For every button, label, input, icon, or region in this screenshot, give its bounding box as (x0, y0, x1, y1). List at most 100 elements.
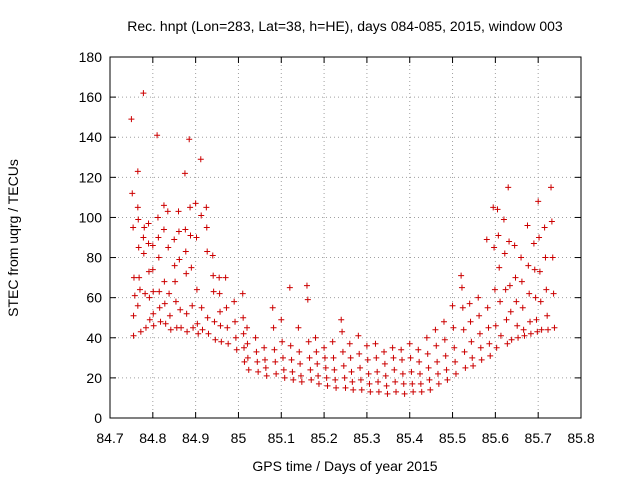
data-point (136, 274, 143, 281)
plot-border (109, 56, 582, 419)
data-point (212, 336, 219, 343)
data-point (314, 360, 321, 367)
x-tick-label: 84.9 (182, 430, 209, 446)
data-point (154, 132, 161, 139)
data-point (416, 358, 423, 365)
data-point (312, 334, 319, 341)
data-point (160, 226, 167, 233)
data-point (272, 358, 279, 365)
data-point (172, 278, 179, 285)
data-point (193, 286, 200, 293)
data-point (476, 330, 483, 337)
data-point (218, 338, 225, 345)
data-point (203, 224, 210, 231)
data-point (142, 324, 149, 331)
data-point (357, 364, 364, 371)
data-point (444, 376, 451, 383)
x-tick-label: 85.1 (268, 430, 295, 446)
data-point (358, 386, 365, 393)
data-point (536, 268, 543, 275)
data-point (497, 332, 504, 339)
data-point (381, 348, 388, 355)
data-point (176, 256, 183, 263)
chart-title: Rec. hnpt (Lon=283, Lat=38, h=HE), days … (127, 18, 563, 34)
data-point (140, 250, 147, 257)
data-point (149, 266, 156, 273)
data-point (286, 284, 293, 291)
data-point (224, 324, 231, 331)
data-point (166, 290, 173, 297)
data-point (146, 316, 153, 323)
x-tick-label: 84.7 (96, 430, 123, 446)
data-point (306, 354, 313, 361)
x-tick-label: 85.4 (396, 430, 423, 446)
data-point (281, 374, 288, 381)
data-point (538, 326, 545, 333)
data-point (415, 346, 422, 353)
data-point (135, 216, 142, 223)
data-point (210, 272, 217, 279)
data-point (511, 242, 518, 249)
x-tick-label: 85.3 (353, 430, 380, 446)
data-point (134, 168, 141, 175)
data-point (492, 322, 499, 329)
data-point (161, 300, 168, 307)
data-point (458, 272, 465, 279)
data-point (297, 360, 304, 367)
data-point (134, 204, 141, 211)
y-tick-label: 160 (79, 89, 103, 105)
data-point (505, 184, 512, 191)
data-point (211, 318, 218, 325)
y-tick-label: 40 (86, 330, 102, 346)
y-tick-label: 80 (86, 250, 102, 266)
data-point (323, 374, 330, 381)
data-point (304, 296, 311, 303)
x-tick-label: 85.5 (439, 430, 466, 446)
data-point (241, 358, 248, 365)
data-point (462, 364, 469, 371)
data-point (338, 316, 345, 323)
data-point (142, 290, 149, 297)
data-point (513, 298, 520, 305)
data-point (322, 364, 329, 371)
data-point (197, 156, 204, 163)
data-point (171, 262, 178, 269)
data-point (543, 286, 550, 293)
data-point (321, 344, 328, 351)
data-point (182, 248, 189, 255)
data-point (331, 366, 338, 373)
data-point (279, 338, 286, 345)
data-point (407, 354, 414, 361)
data-point (175, 208, 182, 215)
data-point (537, 298, 544, 305)
data-point (536, 234, 543, 241)
data-point (346, 340, 353, 347)
data-point (485, 324, 492, 331)
data-point (399, 370, 406, 377)
data-point (381, 360, 388, 367)
data-point (469, 354, 476, 361)
data-point (187, 232, 194, 239)
data-point (490, 204, 497, 211)
data-point (150, 288, 157, 295)
data-point (253, 348, 260, 355)
data-point (391, 366, 398, 373)
data-point (166, 312, 173, 319)
data-point (140, 90, 147, 97)
data-point (375, 378, 382, 385)
y-tick-label: 20 (86, 370, 102, 386)
data-point (149, 242, 156, 249)
data-point (548, 218, 555, 225)
data-point (401, 390, 408, 397)
data-point (341, 374, 348, 381)
x-tick-label: 85.6 (482, 430, 509, 446)
data-point (406, 340, 413, 347)
data-point (192, 200, 199, 207)
data-point (515, 334, 522, 341)
data-point (130, 224, 137, 231)
data-point (339, 328, 346, 335)
data-point (520, 326, 527, 333)
data-point (145, 240, 152, 247)
data-point (141, 224, 148, 231)
data-point (160, 202, 167, 209)
